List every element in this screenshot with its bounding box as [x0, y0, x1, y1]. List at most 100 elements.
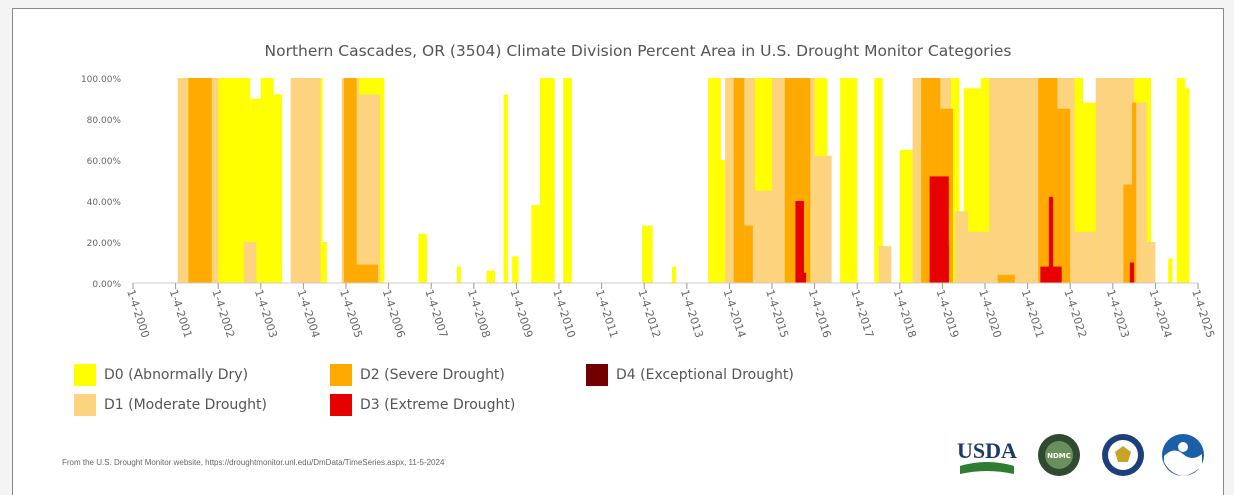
x-tick-label: 1-4-2024 [1147, 288, 1175, 340]
series-d2-area-1 [343, 78, 357, 283]
series-d1-area-14 [989, 78, 1041, 283]
x-tick-label: 1-4-2012 [635, 288, 663, 340]
plot-area [177, 78, 1190, 284]
x-tick-label: 1-4-2005 [337, 288, 365, 340]
ndmc-logo-text: NDMC [1047, 452, 1071, 460]
series-d0-area-9 [456, 266, 462, 283]
series-d3-area-1 [797, 272, 807, 283]
legend-item-d4[interactable]: D4 (Exceptional Drought) [586, 364, 794, 386]
legend-item-d3[interactable]: D3 (Extreme Drought) [330, 394, 515, 416]
legend-swatch-d3 [330, 394, 352, 416]
x-tick-label: 1-4-2011 [593, 288, 621, 340]
series-d0-area-15 [563, 78, 572, 283]
x-tick-label: 1-4-2025 [1189, 288, 1217, 340]
series-d1-area-3 [290, 78, 321, 283]
noaa-logo[interactable] [1160, 432, 1206, 478]
usda-logo-text: USDA [957, 438, 1017, 463]
legend-label-d0: D0 (Abnormally Dry) [104, 367, 249, 383]
series-d2-area-4 [744, 225, 753, 283]
y-tick-label: 20.00% [87, 239, 122, 249]
legend-item-d0[interactable]: D0 (Abnormally Dry) [74, 364, 248, 386]
x-tick-label: 1-4-2015 [763, 288, 791, 340]
series-d1-area-7 [754, 190, 772, 283]
x-tick-label: 1-4-2006 [380, 288, 408, 340]
series-d1-area-9 [814, 155, 832, 283]
x-tick-label: 1-4-2022 [1061, 288, 1089, 340]
y-tick-label: 0.00% [92, 280, 121, 290]
series-d0-area-22 [874, 78, 883, 283]
series-d0-area-30 [1168, 258, 1173, 283]
legend-item-d1[interactable]: D1 (Moderate Drought) [74, 394, 267, 416]
series-d3-area-3 [942, 246, 949, 283]
x-tick-label: 1-4-2000 [124, 288, 152, 340]
series-d0-area-4 [273, 94, 283, 284]
y-tick-label: 100.00% [81, 75, 121, 85]
x-tick-label: 1-4-2020 [976, 288, 1004, 340]
legend-label-d1: D1 (Moderate Drought) [104, 397, 268, 413]
x-tick-label: 1-4-2018 [891, 288, 919, 340]
x-tick-label: 1-4-2004 [295, 288, 323, 340]
series-d0-area-21 [840, 78, 858, 283]
series-d3-area-0 [795, 201, 804, 283]
series-d0-area-31 [1176, 78, 1186, 283]
x-tick-label: 1-4-2014 [721, 288, 749, 340]
legend: D0 (Abnormally Dry) D1 (Moderate Drought… [64, 362, 864, 432]
y-tick-label: 80.00% [87, 116, 122, 126]
series-d1-area-12 [955, 211, 968, 283]
series-d0-area-6 [322, 242, 327, 283]
series-d0-area-14 [539, 78, 555, 283]
legend-swatch-d1 [74, 394, 96, 416]
series-d2-area-12 [1131, 102, 1137, 283]
legend-label-d4: D4 (Exceptional Drought) [616, 367, 794, 383]
series-d2-area-9 [1038, 78, 1058, 283]
x-tick-label: 1-4-2009 [508, 288, 536, 340]
source-footnote: From the U.S. Drought Monitor website, h… [62, 458, 445, 467]
y-tick-label: 60.00% [87, 157, 122, 167]
usda-logo[interactable]: USDA [956, 432, 1018, 480]
x-tick-label: 1-4-2021 [1019, 288, 1047, 340]
series-d0-area-11 [503, 94, 508, 284]
series-d2-area-11 [1123, 184, 1132, 283]
series-d0-area-12 [512, 256, 519, 283]
series-d0-area-18 [708, 78, 721, 283]
series-d1-area-16 [1074, 231, 1096, 283]
legend-label-d2: D2 (Severe Drought) [360, 367, 505, 383]
series-d2-area-10 [1057, 108, 1071, 283]
x-tick-label: 1-4-2001 [167, 288, 195, 340]
legend-swatch-d0 [74, 364, 96, 386]
series-d0-area-3 [260, 78, 274, 283]
series-d1-area-5 [358, 94, 381, 284]
doc-logo[interactable] [1100, 432, 1146, 478]
ndmc-logo[interactable]: NDMC [1036, 432, 1082, 478]
x-tick-label: 1-4-2019 [934, 288, 962, 340]
x-tick-label: 1-4-2008 [465, 288, 493, 340]
series-d2-area-0 [188, 78, 212, 283]
series-d0-area-8 [418, 233, 427, 283]
x-tick-label: 1-4-2017 [848, 288, 876, 340]
legend-swatch-d4 [586, 364, 608, 386]
series-d0-area-13 [531, 205, 540, 283]
series-d0-area-16 [642, 225, 653, 283]
y-tick-label: 40.00% [87, 198, 122, 208]
series-d0-area-10 [486, 270, 496, 283]
chart-title: Northern Cascades, OR (3504) Climate Div… [265, 42, 1012, 60]
series-d1-area-13 [967, 231, 990, 283]
series-d1-area-10 [878, 246, 892, 283]
series-d0-area-17 [671, 266, 677, 283]
series-d2-area-2 [354, 264, 378, 283]
series-d1-area-18 [1134, 102, 1147, 283]
partner-logos: USDA NDMC [940, 428, 1204, 486]
series-d2-area-3 [733, 78, 745, 283]
x-tick-label: 1-4-2023 [1104, 288, 1132, 340]
legend-item-d2[interactable]: D2 (Severe Drought) [330, 364, 505, 386]
series-d1-area-19 [1146, 242, 1156, 283]
x-tick-label: 1-4-2003 [252, 288, 280, 340]
x-tick-label: 1-4-2007 [422, 288, 450, 340]
series-d3-area-6 [1129, 262, 1135, 283]
y-axis: 100.00% 80.00% 60.00% 40.00% 20.00% 0.00% [81, 75, 1198, 290]
x-tick-label: 1-4-2013 [678, 288, 706, 340]
series-d2-area-8 [997, 274, 1015, 283]
series-d1-area-2 [243, 242, 257, 283]
eagle-icon [1115, 446, 1131, 462]
